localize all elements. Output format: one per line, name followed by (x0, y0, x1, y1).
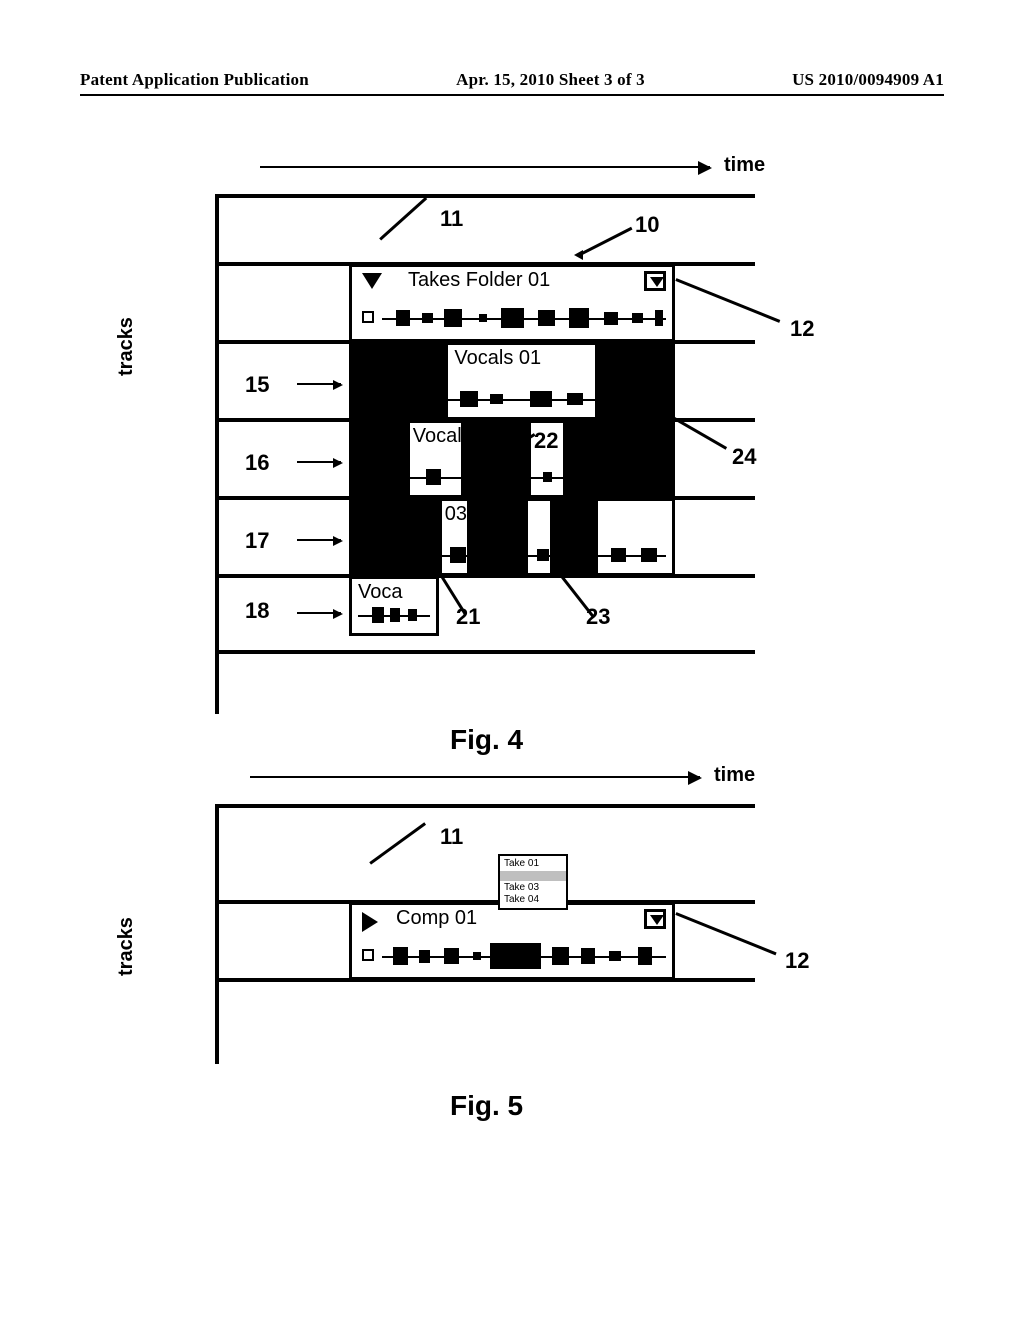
lead-15 (297, 383, 341, 385)
time-axis-arrow-5 (250, 776, 700, 778)
menu-take-03[interactable]: Take 03 (504, 882, 562, 894)
clip-15-title: Vocals 01 (454, 347, 541, 370)
header-rule (80, 94, 944, 96)
clip-15-wave (358, 387, 666, 411)
disclosure-down-icon[interactable] (362, 273, 382, 289)
clip-comp-title: Comp 01 (396, 907, 477, 930)
fig5-row-comp: Comp 01 (219, 904, 755, 982)
time-axis-label-5: time (714, 764, 755, 787)
tracks-axis-label: tracks (115, 317, 138, 376)
header-right: US 2010/0094909 A1 (792, 70, 944, 90)
ref-17: 17 (245, 528, 269, 554)
clip-15[interactable]: Vocals 01 (349, 342, 675, 420)
fig5-track-area: Comp 01 (215, 804, 755, 1064)
dropdown-icon[interactable] (644, 271, 666, 291)
lead-16 (297, 461, 341, 463)
row-15: Vocals 01 (219, 344, 755, 422)
clip-16-wave (358, 465, 666, 489)
clip-17-title: 03 (445, 503, 467, 526)
row-folder: Takes Folder 01 (219, 266, 755, 344)
lead-18 (297, 612, 341, 614)
menu-take-01[interactable]: Take 01 (504, 858, 562, 870)
tracks-axis-label-5: tracks (115, 917, 138, 976)
ref-24: 24 (732, 444, 756, 470)
ref-12: 12 (790, 316, 814, 342)
clip-folder-title: Takes Folder 01 (408, 269, 550, 292)
fig4-caption: Fig. 4 (450, 724, 523, 756)
ref-18: 18 (245, 598, 269, 624)
takes-menu-popup[interactable]: Take 01 Take 03 Take 04 (498, 854, 568, 910)
clip-17-wave (358, 543, 666, 567)
mute-square-icon[interactable] (362, 311, 374, 323)
folder-waveform (382, 305, 666, 331)
fig5-mute-square-icon[interactable] (362, 949, 374, 961)
fig5-caption: Fig. 5 (450, 1090, 523, 1122)
ref-15: 15 (245, 372, 269, 398)
time-axis-arrow (260, 166, 710, 168)
disclosure-right-icon[interactable] (362, 912, 378, 932)
lead-17 (297, 539, 341, 541)
row-18: Voca (219, 578, 755, 646)
time-axis-label: time (724, 154, 765, 177)
clip-17[interactable]: 03 (349, 498, 675, 576)
row-spacer-top (219, 198, 755, 266)
figure-4: time tracks 11 10 Takes Folder 01 (80, 166, 944, 766)
clip-18-title: Voca (358, 581, 402, 604)
ref-16: 16 (245, 450, 269, 476)
clip-comp[interactable]: Comp 01 (349, 902, 675, 980)
clip-16[interactable]: Vocals (349, 420, 675, 498)
clip-18[interactable]: Voca (349, 576, 439, 636)
menu-take-04[interactable]: Take 04 (504, 894, 562, 906)
row-16: Vocals (219, 422, 755, 500)
figure-5: time tracks 11 Comp 01 (80, 776, 944, 1156)
ref-23: 23 (586, 604, 610, 630)
fig5-ref-12: 12 (785, 948, 809, 974)
clip-comp-wave (382, 943, 666, 969)
row-17: 03 (219, 500, 755, 578)
track-area: Takes Folder 01 (215, 194, 755, 714)
header-center: Apr. 15, 2010 Sheet 3 of 3 (456, 70, 645, 90)
clip-folder[interactable]: Takes Folder 01 (349, 264, 675, 342)
fig5-dropdown-icon[interactable] (644, 909, 666, 929)
ref-22: 22 (534, 428, 558, 454)
menu-take-greyband (500, 871, 566, 881)
clip-18-wave (358, 603, 430, 627)
header-left: Patent Application Publication (80, 70, 309, 90)
clip-16-title: Vocals (413, 425, 472, 448)
page-header: Patent Application Publication Apr. 15, … (80, 70, 944, 90)
fig5-row-spacer (219, 808, 755, 904)
